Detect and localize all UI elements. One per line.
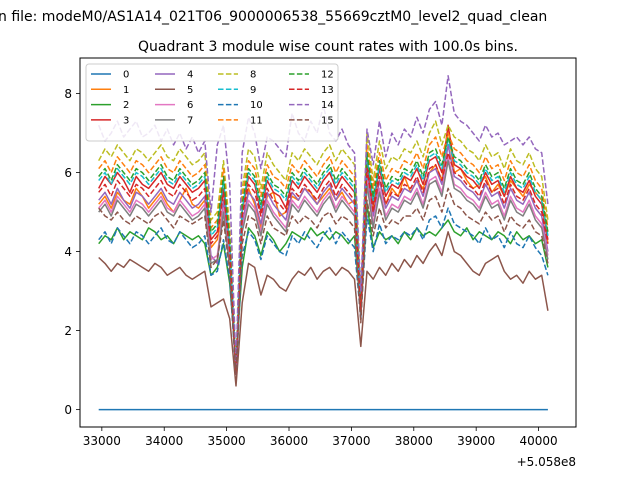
series-line-12 xyxy=(98,136,549,371)
y-tick-label: 6 xyxy=(64,166,72,180)
legend-label: 15 xyxy=(321,115,334,126)
legend-label: 1 xyxy=(123,85,129,96)
series-line-4 xyxy=(98,144,549,375)
legend-label: 3 xyxy=(123,115,129,126)
x-tick-label: 37000 xyxy=(332,434,370,448)
chart-title: Quadrant 3 module wise count rates with … xyxy=(138,39,518,55)
series-line-13 xyxy=(98,152,549,375)
legend-label: 5 xyxy=(187,85,193,96)
legend-label: 7 xyxy=(187,115,193,126)
legend-label: 2 xyxy=(123,100,129,111)
axes-frame xyxy=(79,57,577,428)
series-line-15 xyxy=(98,187,549,375)
series-line-2 xyxy=(98,203,549,363)
series-line-10 xyxy=(98,207,549,375)
legend-label: 4 xyxy=(187,70,193,81)
legend-label: 12 xyxy=(321,70,334,81)
y-axis-ticks: 0 2 4 6 8 xyxy=(64,87,80,417)
x-tick-label: 39000 xyxy=(457,434,495,448)
x-tick-label: 36000 xyxy=(270,434,308,448)
series-line-7 xyxy=(98,159,549,375)
series-line-6 xyxy=(98,156,549,375)
y-tick-label: 2 xyxy=(64,324,72,338)
x-tick-label: 40000 xyxy=(519,434,557,448)
x-tick-label: 35000 xyxy=(208,434,246,448)
legend-label: 13 xyxy=(321,85,334,96)
series-line-8 xyxy=(98,120,549,367)
series-line-11 xyxy=(98,132,549,371)
y-tick-label: 0 xyxy=(64,403,72,417)
figure-suptitle: n file: modeM0/AS1A14_021T06_9000006538_… xyxy=(0,9,547,25)
series-line-3 xyxy=(98,124,549,371)
y-tick-label: 4 xyxy=(64,245,72,259)
y-tick-label: 8 xyxy=(64,87,72,101)
x-tick-label: 34000 xyxy=(145,434,183,448)
legend-label: 8 xyxy=(250,70,256,81)
legend-label: 10 xyxy=(250,100,263,111)
series-line-5 xyxy=(98,231,549,387)
legend-label: 0 xyxy=(123,70,129,81)
x-axis-ticks: 33000 34000 35000 36000 37000 38000 39000 40000 xyxy=(83,427,558,448)
legend-label: 6 xyxy=(187,100,193,111)
legend-label: 14 xyxy=(321,100,334,111)
legend-label: 11 xyxy=(250,115,263,126)
plot-lines xyxy=(98,75,549,411)
x-offset-label: +5.058e8 xyxy=(517,455,576,469)
legend-box xyxy=(85,63,339,142)
x-tick-label: 33000 xyxy=(83,434,121,448)
legend-label: 9 xyxy=(250,85,256,96)
x-tick-label: 38000 xyxy=(395,434,433,448)
series-line-9 xyxy=(98,140,549,371)
